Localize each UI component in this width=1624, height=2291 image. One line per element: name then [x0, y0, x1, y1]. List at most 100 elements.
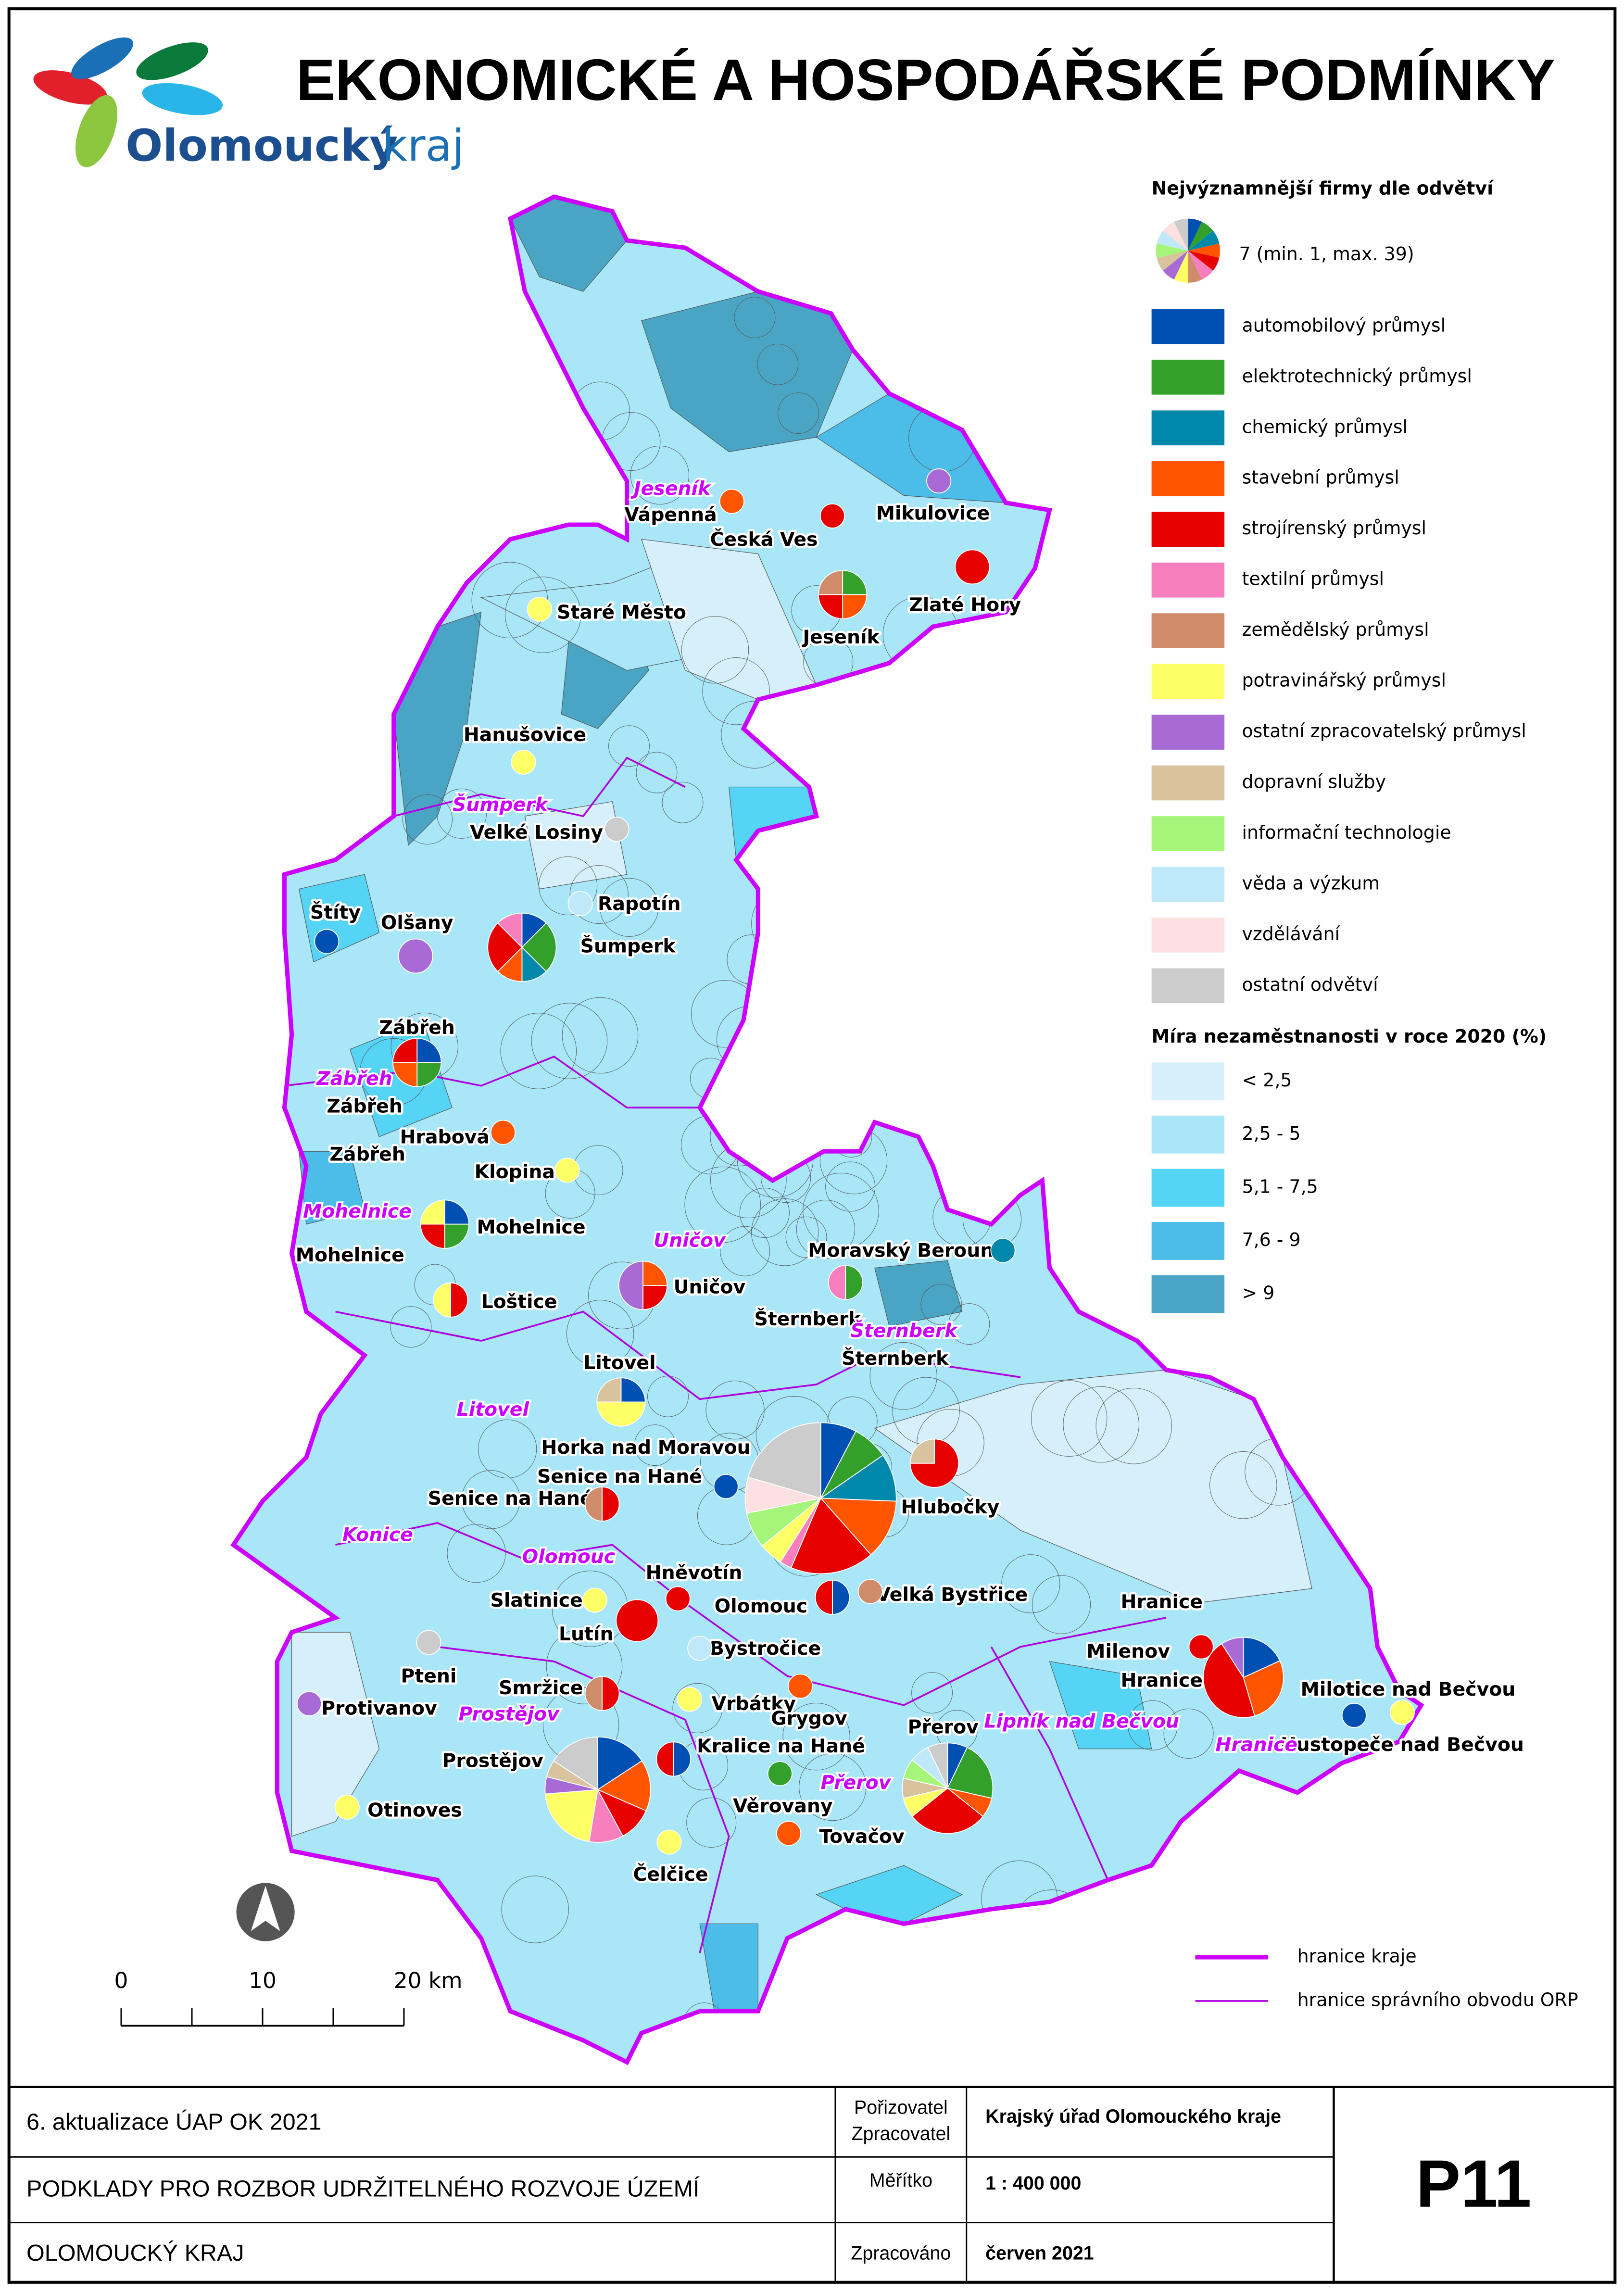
firm-pie	[719, 489, 744, 514]
pie-slice	[656, 1829, 682, 1855]
municipality-edge	[539, 856, 598, 916]
pie-slice	[926, 468, 952, 494]
city-label: Zlaté Hory	[909, 594, 1021, 616]
pie-slice	[582, 1587, 608, 1613]
city-label: Senice na Hané	[537, 1465, 702, 1487]
municipality-edge	[608, 725, 650, 767]
firm-pie	[487, 912, 557, 982]
footer-scale-label: Měřítko	[869, 2170, 932, 2191]
firm-pie	[819, 503, 845, 529]
city-label: Klopina	[475, 1161, 555, 1183]
city-label: Hrabová	[400, 1126, 490, 1148]
pie-slice	[596, 1377, 622, 1403]
municipality-edge	[504, 577, 581, 653]
pie-slice	[927, 1742, 948, 1788]
firm-pie	[857, 1579, 883, 1604]
orp-boundary	[990, 1646, 1109, 1881]
city-label: Rapotín	[598, 893, 680, 915]
legend-swatch	[1151, 613, 1225, 648]
pie-slice	[1341, 1702, 1367, 1728]
legend-label: strojírenský průmysl	[1242, 517, 1427, 539]
pie-slice	[1243, 1660, 1284, 1717]
orp-boundary	[335, 1310, 1021, 1400]
pie-slice	[553, 1736, 598, 1791]
legend-label: věda a výzkum	[1242, 872, 1380, 894]
orp-label: Lipník nad Bečvou	[984, 1711, 1179, 1733]
pie-slice	[1203, 1643, 1256, 1718]
pie-slice	[450, 1282, 468, 1318]
pie-slice	[521, 922, 557, 972]
footer-subject: PODKLADY PRO ROZBOR UDRŽITELNÉHO ROZVOJE…	[26, 2176, 700, 2202]
firm-pie	[665, 1586, 691, 1611]
municipality-edge	[390, 1306, 432, 1348]
pie-slice	[656, 1741, 674, 1777]
firm-pie	[314, 929, 340, 954]
legend-title: Nejvýznamnější firmy dle odvětví	[1152, 177, 1494, 199]
pie-slice	[845, 1265, 863, 1300]
orp-label: Litovel	[457, 1398, 529, 1421]
scale-label: 0	[114, 1968, 128, 1993]
legend-label: 5,1 - 7,5	[1242, 1176, 1318, 1197]
municipality-edge	[825, 1161, 876, 1212]
footer-region: OLOMOUCKÝ KRAJ	[26, 2240, 244, 2266]
city-label: Přerov	[908, 1716, 979, 1738]
municipality-edge	[436, 788, 487, 839]
firm-pie	[567, 891, 593, 916]
pie-slice	[584, 1486, 603, 1522]
legend-label: vzdělávání	[1242, 923, 1341, 944]
municipality-edge	[569, 865, 629, 924]
city-label: Horka nad Moravou	[541, 1436, 750, 1459]
city-label: Protivanov	[321, 1697, 437, 1719]
firm-pie	[584, 1675, 620, 1711]
municipality-edge	[1031, 1380, 1108, 1457]
city-label: Šternberk	[842, 1347, 949, 1370]
legend-sample-slice	[1188, 218, 1202, 251]
legend-sample-slice	[1163, 251, 1188, 280]
legend-swatch	[1151, 664, 1225, 699]
pie-slice	[687, 1636, 713, 1661]
pie-slice	[602, 1675, 620, 1711]
firm-pie	[490, 1120, 516, 1145]
municipality-edge	[869, 1342, 937, 1410]
legend-label: informační technologie	[1242, 822, 1451, 843]
city-label: Vápenná	[624, 504, 717, 526]
city-label: Pteni	[401, 1665, 457, 1687]
pie-slice	[747, 1422, 821, 1499]
city-label: Hlubočky	[901, 1496, 999, 1518]
firm-pie	[677, 1687, 702, 1712]
firm-pie	[1389, 1699, 1415, 1725]
pie-slice	[416, 1062, 442, 1087]
footer-author-label: Pořizovatel	[854, 2097, 948, 2118]
pie-slice	[554, 1158, 580, 1183]
pie-slice	[719, 489, 744, 514]
legend-label: ostatní odvětví	[1242, 974, 1379, 995]
pie-slice	[713, 1474, 739, 1499]
firm-pie	[1188, 1634, 1214, 1660]
pie-slice	[597, 1760, 651, 1812]
legend-title: Míra nezaměstnanosti v roce 2020 (%)	[1152, 1026, 1547, 1047]
firm-pie	[416, 1630, 441, 1655]
district	[291, 1632, 380, 1837]
region	[230, 194, 1424, 2065]
legend-label: 7,6 - 9	[1242, 1229, 1301, 1250]
legend-label: textilní průmysl	[1242, 568, 1385, 590]
orp-boundary	[393, 756, 686, 818]
city-label: Mikulovice	[876, 502, 990, 524]
legend-label: potravinářský průmysl	[1242, 670, 1447, 691]
pie-slice	[497, 912, 523, 949]
legend-swatch	[1151, 1222, 1225, 1260]
pie-slice	[567, 891, 593, 916]
pie-slice	[616, 1599, 659, 1642]
municipality-edge	[630, 445, 690, 505]
city-label: Hanušovice	[464, 724, 586, 746]
legend-swatch	[1151, 918, 1225, 953]
firm-pie	[687, 1636, 713, 1661]
logo: Olomoucký kraj	[33, 37, 464, 171]
firm-pie	[818, 570, 868, 619]
municipality-edge	[636, 752, 678, 793]
orp-label: Hranice	[1216, 1734, 1298, 1756]
municipality-edge	[705, 1381, 765, 1440]
municipality-edge	[546, 1628, 623, 1704]
city-label: Bystročice	[710, 1637, 821, 1660]
